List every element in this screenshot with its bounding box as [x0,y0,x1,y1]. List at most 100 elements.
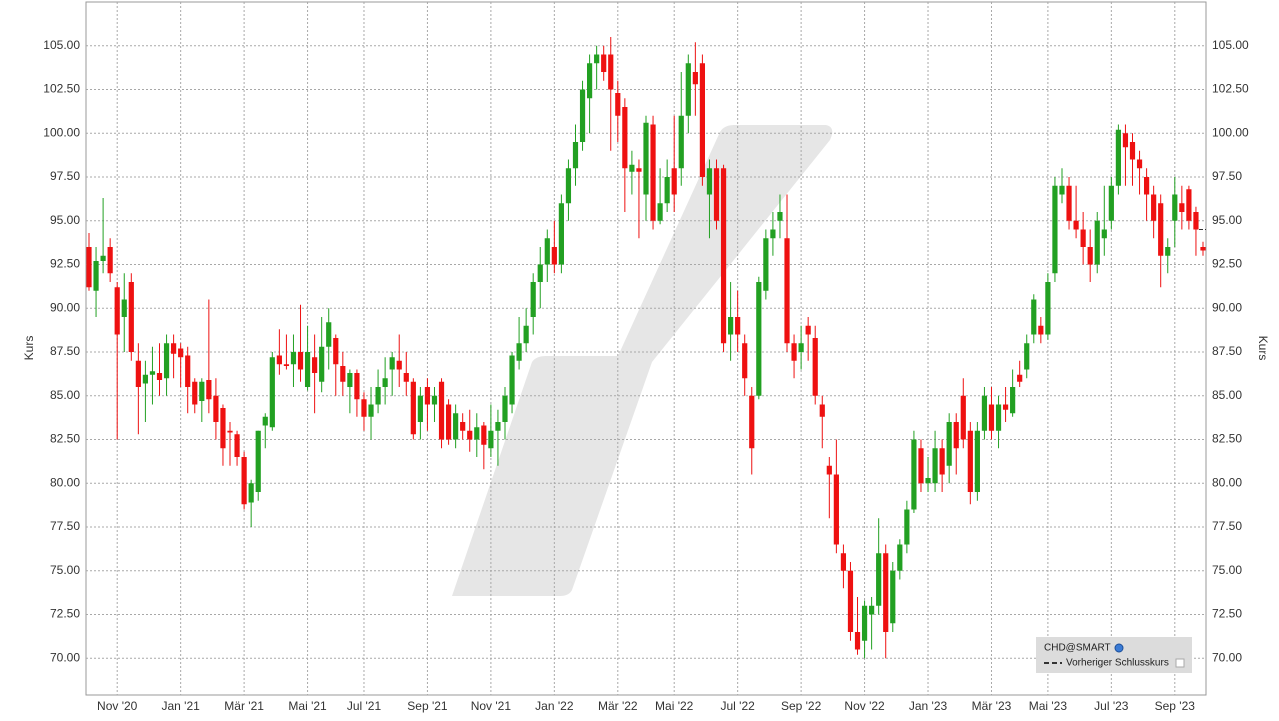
x-tick-label: Mär '22 [598,699,638,713]
y2-tick-label: 95.00 [1212,213,1242,227]
legend: CHD@SMART Vorheriger Schlusskurs [1036,637,1192,673]
y2-tick-label: 100.00 [1212,125,1249,139]
y-tick-label: 77.50 [50,519,80,533]
candle-body [530,282,536,317]
y2-tick-label: 70.00 [1212,650,1242,664]
candle-body [495,422,501,431]
candle-body [509,355,515,405]
legend-label: CHD@SMART [1044,643,1111,654]
candle-body [1129,142,1136,160]
candle-body [474,427,480,440]
candle-body [107,247,113,274]
candle-body [1017,374,1023,382]
y2-tick-label: 97.50 [1212,169,1242,183]
candle-body [904,509,910,545]
candle-body [1045,282,1051,335]
y-tick-label: 105.00 [43,38,80,52]
candle-body [100,255,106,261]
candle-body [854,632,861,650]
x-tick-label: Jul '23 [1094,699,1129,713]
candles [86,37,1206,659]
candle-body [1038,325,1044,335]
candle-body [791,343,797,361]
candle-body [883,553,889,632]
candle-body [156,373,163,380]
candle-body [981,395,988,431]
candle-body [93,261,99,291]
candle-body [163,343,170,379]
candle-body [121,299,127,317]
candle-body [608,54,614,90]
y2-tick-label: 77.50 [1212,519,1242,533]
candle-body [438,381,445,440]
candle-body [1073,220,1079,230]
candle-body [241,457,247,505]
y-tick-label: 75.00 [50,563,80,577]
candle-body [798,343,804,352]
candle-body [1066,185,1072,221]
candle-body [1179,203,1185,212]
y-tick-label: 95.00 [50,213,80,227]
candle-body [178,348,184,358]
y2-tick-label: 87.50 [1212,344,1242,358]
candle-body [925,478,931,484]
candle-body [1115,129,1121,186]
y-tick-label: 85.00 [50,388,80,402]
candle-body [812,338,818,396]
candle-body [333,338,339,365]
candle-body [749,395,755,449]
candle-body [213,395,219,422]
legend-checkbox[interactable] [1175,658,1185,668]
candle-body [396,360,402,370]
x-tick-label: Nov '22 [844,699,885,713]
y2-tick-label: 82.50 [1212,432,1242,446]
candle-body [86,247,92,288]
legend-box [1036,637,1192,673]
candle-body [149,371,156,375]
candle-body [974,430,980,492]
candle-body [389,357,395,370]
candle-body [685,63,691,116]
candle-body [354,373,360,400]
x-tick-label: Mai '23 [1029,699,1068,713]
candle-body [171,343,177,354]
candle-body [1101,229,1107,239]
y2-tick-label: 85.00 [1212,388,1242,402]
x-tick-label: Nov '20 [97,699,138,713]
candle-body [1193,212,1199,230]
x-tick-label: Jan '23 [909,699,948,713]
candle-body [255,430,261,492]
candle-body [1136,159,1143,169]
candle-body [777,212,783,221]
candle-body [227,430,233,433]
y-tick-label: 90.00 [50,300,80,314]
candle-body [1143,177,1150,195]
y-tick-label: 70.00 [50,650,80,664]
candle-body [312,357,318,373]
candle-body [185,355,191,387]
candle-body [319,346,325,382]
candle-body [403,373,409,382]
x-tick-label: Mai '21 [288,699,327,713]
candle-body [692,72,698,85]
candle-body [636,168,642,172]
y-tick-label: 100.00 [43,125,80,139]
candle-body [713,168,720,221]
candle-body [594,54,600,64]
candle-body [706,168,713,195]
candle-body [699,63,706,177]
candle-body [523,325,529,344]
y2-tick-label: 90.00 [1212,300,1242,314]
candle-body [192,381,198,405]
candle-body [657,203,663,221]
y2-tick-label: 80.00 [1212,475,1242,489]
candle-body [558,203,564,265]
candle-body [248,483,254,503]
candle-body [847,570,854,632]
candle-body [890,570,896,624]
candle-body [1122,133,1129,148]
candle-body [290,352,297,365]
candle-body [861,605,868,641]
candle-body [946,422,952,466]
candle-body [953,422,959,449]
